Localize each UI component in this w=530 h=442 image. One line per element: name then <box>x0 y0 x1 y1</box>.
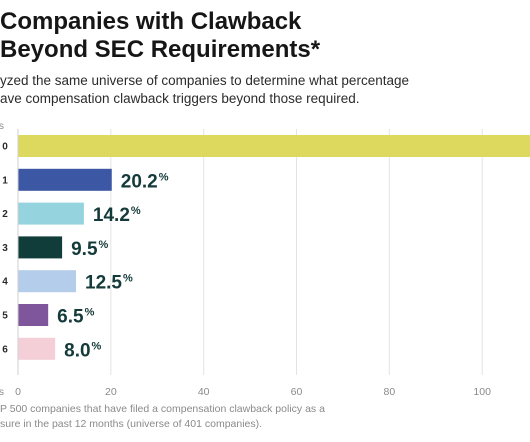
y-tick-label: 3 <box>2 243 8 254</box>
chart-subtitle-line-1: yzed the same universe of companies to d… <box>0 73 409 88</box>
y-axis-title: rs <box>0 120 4 132</box>
grid-lines <box>110 129 483 375</box>
y-tick-label: 0 <box>2 142 8 153</box>
chart-title-line-2: Beyond SEC Requirements* <box>0 36 321 63</box>
bar-1 <box>18 168 112 191</box>
x-tick-label: 0 <box>15 386 21 398</box>
x-tick-label: 100 <box>473 386 491 398</box>
y-tick-label: 6 <box>2 344 8 355</box>
data-label: 8.0% <box>64 340 101 361</box>
chart-title-line-1: Companies with Clawback <box>0 8 302 35</box>
bar-0 <box>18 135 530 157</box>
footnote-line-2: sure in the past 12 months (universe of … <box>0 418 263 430</box>
chart-subtitle: yzed the same universe of companies to d… <box>0 72 409 108</box>
bar-5 <box>18 304 49 326</box>
y-tick-label: 1 <box>2 175 8 186</box>
y-tick-label: 4 <box>2 277 8 288</box>
bars <box>18 135 530 360</box>
bar-4 <box>18 270 77 293</box>
bar-6 <box>18 337 56 360</box>
data-label: 6.5% <box>57 307 94 328</box>
data-label: 12.5% <box>85 273 133 294</box>
chart-subtitle-line-2: ave compensation clawback triggers beyon… <box>0 91 360 106</box>
chart-title: Companies with Clawback Beyond SEC Requi… <box>0 8 320 64</box>
y-tick-label: 5 <box>2 311 8 322</box>
data-labels: 20.2% 14.2% 9.5% 12.5% 6.5% 8.0% <box>57 171 169 361</box>
data-label: 20.2% <box>121 171 169 192</box>
x-axis-title: es <box>0 386 4 398</box>
bar-2 <box>18 202 84 225</box>
x-tick-label: 20 <box>105 386 117 398</box>
data-label: 14.2% <box>93 205 141 226</box>
x-tick-label: 80 <box>383 386 395 398</box>
footnote-line-1: P 500 companies that have filed a compen… <box>0 403 325 415</box>
y-tick-label: 2 <box>2 209 8 220</box>
footnote: P 500 companies that have filed a compen… <box>0 402 325 432</box>
bar-3 <box>18 236 63 259</box>
x-tick-label: 40 <box>198 386 210 398</box>
x-tick-label: 60 <box>291 386 303 398</box>
axes: 0 20 40 60 80 100 rs es 0 1 2 3 4 5 6 <box>0 120 491 398</box>
data-label: 9.5% <box>71 239 108 260</box>
